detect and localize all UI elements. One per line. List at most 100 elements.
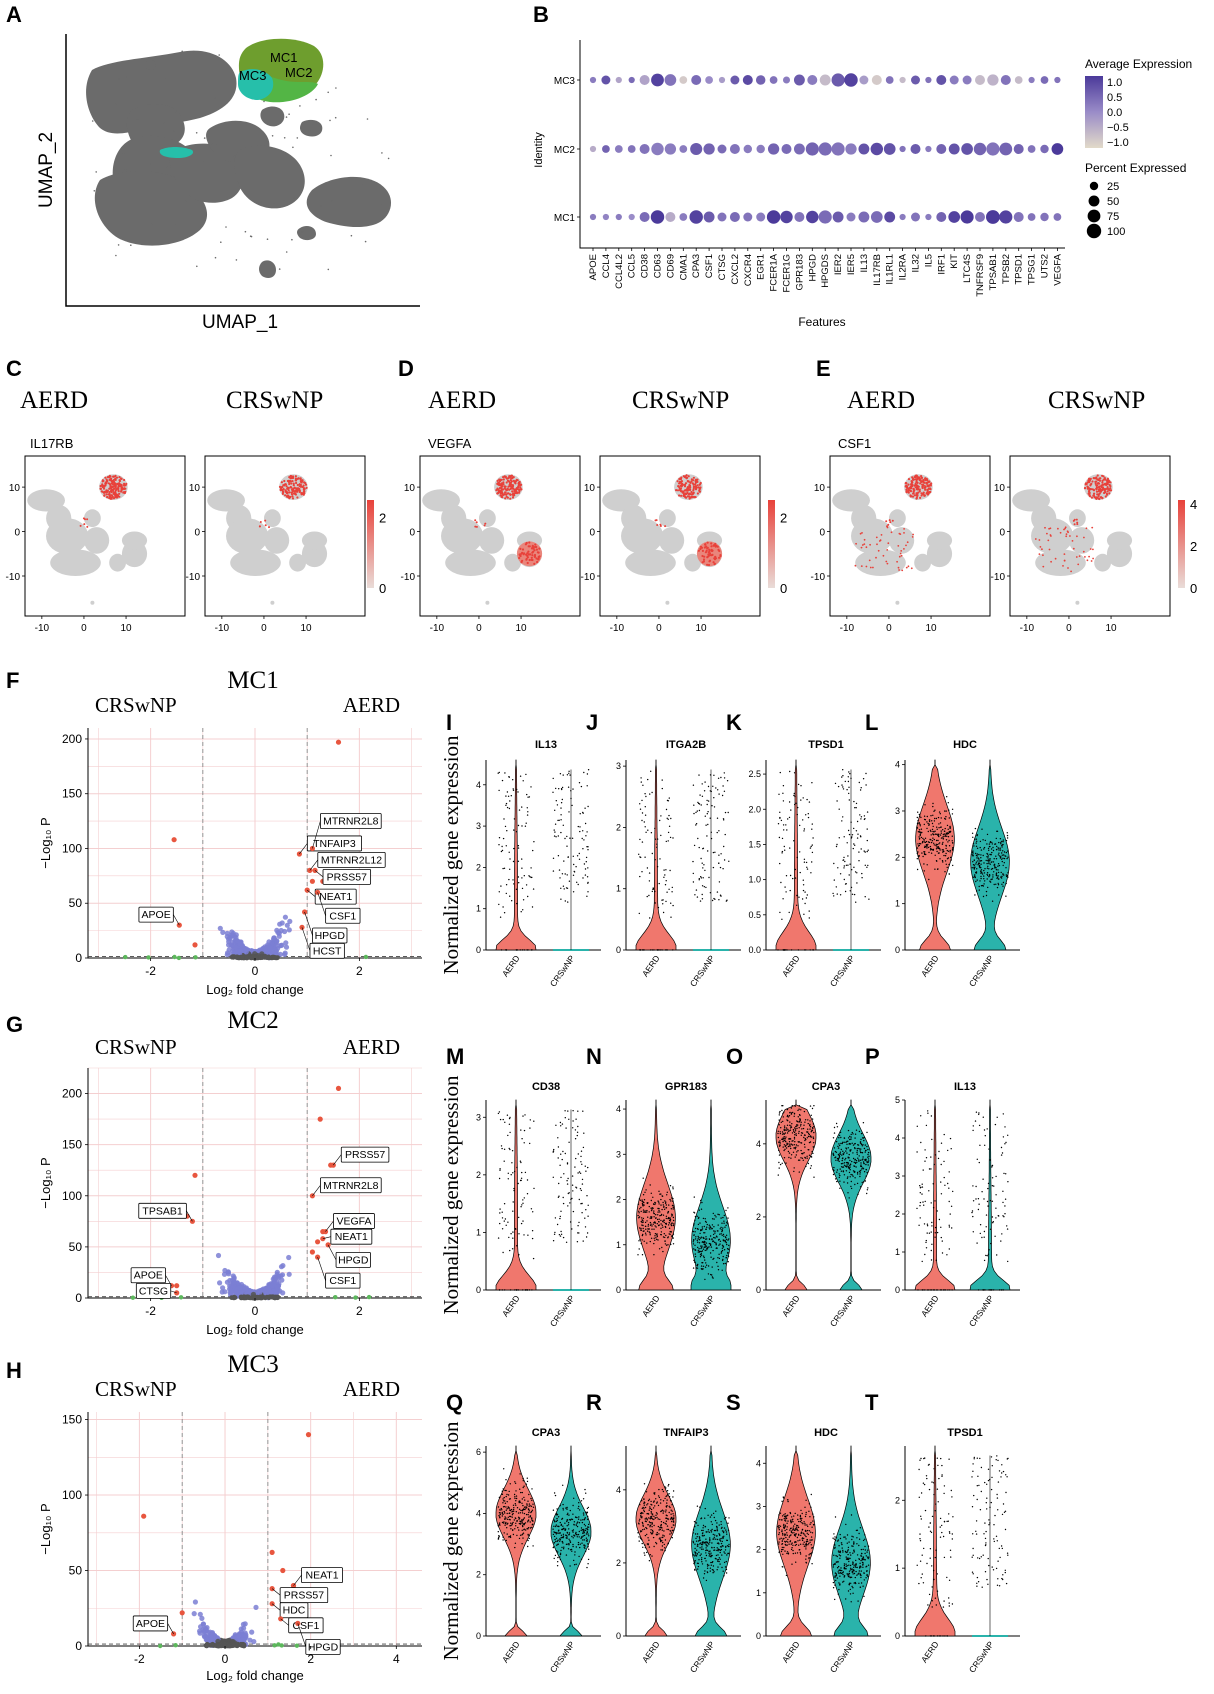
cell-point bbox=[512, 860, 515, 863]
cell-point bbox=[936, 828, 938, 830]
expressing-cell bbox=[1072, 547, 1075, 550]
cell-point bbox=[662, 1201, 664, 1204]
significant-gene-point bbox=[141, 1513, 147, 1519]
expressing-cell bbox=[501, 485, 504, 488]
cell-point bbox=[508, 878, 510, 881]
expressing-cell bbox=[922, 493, 925, 496]
expressing-cell bbox=[869, 543, 871, 546]
cell-point bbox=[697, 802, 700, 805]
feature-label-fcer1g: FCER1G bbox=[782, 254, 793, 293]
feature-label-cpa3: CPA3 bbox=[691, 254, 702, 278]
cell-point bbox=[837, 867, 839, 869]
cell-point bbox=[530, 949, 533, 951]
expressing-cell bbox=[505, 481, 508, 484]
cell-point bbox=[670, 902, 672, 904]
cell-point bbox=[989, 853, 991, 856]
expressing-cell bbox=[905, 544, 907, 547]
cell-point bbox=[552, 870, 555, 872]
cell-point bbox=[833, 879, 835, 881]
cell-point bbox=[779, 862, 781, 865]
cell-point bbox=[720, 853, 722, 855]
cell-point bbox=[521, 887, 524, 890]
cell-point bbox=[933, 838, 935, 841]
cell-point bbox=[985, 890, 988, 893]
expressing-cell bbox=[521, 559, 524, 562]
cell-point bbox=[501, 849, 504, 852]
expressing-cell bbox=[1086, 559, 1089, 562]
cell-point bbox=[918, 831, 920, 833]
cell-point bbox=[980, 854, 982, 856]
cell-point bbox=[917, 855, 920, 857]
x-tick-label: 10 bbox=[300, 623, 312, 634]
cell-point bbox=[700, 876, 702, 878]
cell-point bbox=[701, 795, 704, 797]
violin-group-label: AERD bbox=[919, 953, 941, 978]
cell-point bbox=[807, 813, 809, 815]
feature-label-uts2: UTS2 bbox=[1040, 254, 1051, 278]
cell-point bbox=[989, 859, 991, 862]
umap-stray-cell bbox=[115, 254, 117, 257]
cell-point bbox=[988, 874, 991, 876]
expressing-cell bbox=[496, 479, 499, 482]
expressing-cell bbox=[1095, 487, 1098, 490]
cell-point bbox=[582, 830, 584, 832]
cell-point bbox=[640, 856, 642, 859]
expressing-cell bbox=[296, 483, 299, 487]
cell-point bbox=[709, 774, 712, 776]
group-title-aerd: AERD bbox=[428, 387, 496, 414]
cell-point bbox=[1006, 837, 1009, 839]
dot-mc1-tnfrsf9 bbox=[975, 212, 985, 222]
cell-point bbox=[704, 815, 706, 817]
cell-point bbox=[506, 791, 509, 793]
expressing-cell bbox=[1097, 478, 1100, 482]
cell-point bbox=[998, 849, 1000, 851]
cell-point bbox=[1003, 862, 1005, 864]
dot-mc1-il2ra bbox=[899, 213, 906, 221]
umap-stray-cell bbox=[311, 123, 313, 126]
cell-point bbox=[939, 849, 941, 851]
cell-point bbox=[921, 852, 923, 854]
cell-point bbox=[972, 861, 974, 863]
cell-point bbox=[530, 786, 532, 788]
cell-point bbox=[703, 886, 705, 888]
cell-point bbox=[991, 900, 994, 902]
cell-point bbox=[533, 1120, 535, 1122]
cell-point bbox=[855, 807, 857, 809]
cell-point bbox=[706, 813, 708, 815]
cell-point bbox=[661, 1246, 663, 1249]
cell-point bbox=[917, 851, 919, 853]
cell-point bbox=[995, 858, 998, 860]
umap-stray-cell bbox=[154, 152, 157, 155]
gene-label-apoe: APOE bbox=[136, 1618, 165, 1630]
cell-point bbox=[932, 825, 934, 828]
cell-point bbox=[995, 883, 997, 885]
cell-point bbox=[518, 1233, 520, 1235]
dot-mc3-tpsg1 bbox=[1028, 76, 1035, 84]
cell-point bbox=[728, 860, 730, 862]
gene-label-apoe: APOE bbox=[142, 909, 171, 921]
y-tick-label: 200 bbox=[62, 1087, 82, 1101]
cell-point bbox=[520, 1179, 522, 1182]
panel-letter-k: K bbox=[726, 710, 742, 735]
gene-label-leader bbox=[306, 889, 316, 897]
scale-tick-label: 0 bbox=[1190, 581, 1197, 596]
cell-point bbox=[529, 1119, 531, 1121]
cell-point bbox=[949, 826, 951, 828]
cell-point bbox=[639, 838, 641, 841]
dot-mc1-ctsg bbox=[717, 212, 727, 222]
umap-grey-region bbox=[1075, 600, 1080, 605]
cell-point bbox=[848, 874, 850, 876]
expressing-cell bbox=[110, 488, 113, 492]
cell-point bbox=[513, 829, 515, 831]
expressing-cell bbox=[1109, 487, 1112, 490]
cell-point bbox=[983, 846, 986, 849]
cell-point bbox=[717, 789, 719, 791]
cell-point bbox=[1005, 867, 1007, 869]
umap-grey-region bbox=[109, 553, 126, 572]
expressing-cell bbox=[534, 543, 537, 546]
cell-point bbox=[939, 822, 942, 824]
dot-mc3-il2ra bbox=[899, 76, 906, 84]
cell-point bbox=[783, 845, 785, 848]
cell-point bbox=[692, 860, 694, 863]
cell-point bbox=[665, 1201, 667, 1203]
